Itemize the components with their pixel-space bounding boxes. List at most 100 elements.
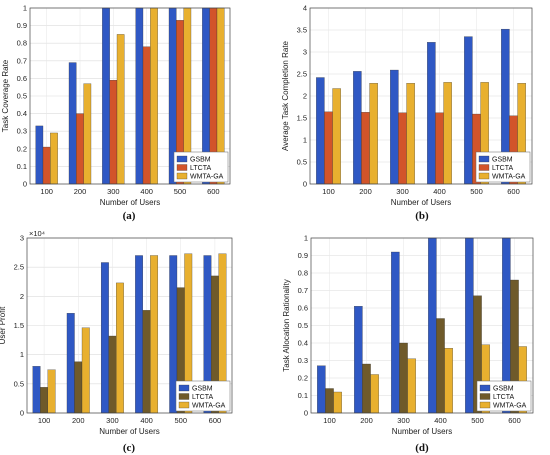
x-axis-label: Number of Users (391, 198, 451, 207)
bar-wmta-ga-300 (116, 282, 124, 414)
y-tick-label: 1.5 (297, 114, 307, 123)
y-tick-label: 0.2 (298, 374, 308, 383)
y-tick-label: 0.9 (298, 251, 308, 260)
y-tick-label: 0.1 (17, 162, 27, 171)
bar-ltcta-300 (109, 80, 118, 185)
y-tick-label: 0.6 (17, 74, 27, 83)
chart-panel-3: 0 0.5 1 1.5 2 2.5 3 100 200 300 400 500 600 ×10⁴ Numbe… (0, 229, 233, 454)
y-tick-label: 0.4 (298, 339, 308, 348)
bar-ltcta-400 (142, 46, 151, 185)
y-tick-label: 2 (20, 292, 24, 301)
y-tick-label: 0.8 (298, 269, 308, 278)
bar-gsbm-300 (391, 251, 400, 414)
x-tick-label: 100 (322, 187, 335, 196)
x-tick-label: 500 (174, 187, 187, 196)
x-tick-label: 400 (433, 187, 446, 196)
bar-gsbm-300 (390, 69, 399, 185)
legend-label: LTCTA (492, 165, 513, 172)
legend-swatch (478, 155, 490, 163)
bar-ltcta-100 (40, 387, 48, 414)
legend-swatch (176, 172, 188, 180)
chart-panel-1: 0 0.1 0.2 0.3 0.4 0.5 0.6 0.7 0.8 0.9 1 100 200 300 40… (1, 4, 231, 222)
bar-wmta-ga-400 (443, 82, 452, 185)
bar-ltcta-200 (361, 112, 370, 185)
bar-wmta-ga-200 (81, 327, 90, 414)
x-tick-label: 300 (396, 187, 409, 196)
bar-ltcta-100 (325, 388, 334, 414)
y-tick-label: 0 (304, 409, 308, 418)
bar-wmta-ga-400 (150, 255, 159, 414)
bar-gsbm-500 (465, 237, 474, 414)
chart-panel-2: 0 0.5 1 1.5 2 2.5 3 3.5 4 100 200 300 400 500 600 Numbe… (281, 4, 533, 222)
x-tick-label: 500 (174, 416, 187, 425)
legend-label: WMTA-GA (192, 403, 226, 410)
bar-wmta-ga-300 (406, 83, 415, 185)
y-tick-label: 1 (23, 4, 27, 13)
x-tick-label: 200 (74, 187, 87, 196)
y-tick-label: 0 (303, 180, 307, 189)
y-axis-label: Task Allocation Rationality (282, 279, 291, 372)
legend-swatch (176, 155, 188, 163)
y-tick-label: 3 (303, 48, 307, 57)
legend-label: GSBM (493, 386, 514, 393)
y-tick-label: 0.7 (298, 286, 308, 295)
y-tick-label: 3.5 (297, 26, 307, 35)
y-tick-label: 0.3 (17, 127, 27, 136)
y-tick-label: 1 (303, 136, 307, 145)
bar-ltcta-400 (435, 112, 444, 185)
axes-frame (29, 7, 231, 185)
x-tick-label: 600 (508, 416, 521, 425)
y-axis-label: Task Coverage Rate (1, 59, 10, 132)
legend-swatch (178, 401, 190, 409)
x-tick-label: 200 (359, 187, 372, 196)
bar-ltcta-100 (324, 111, 333, 185)
y-tick-label: 1 (304, 234, 308, 243)
bar-gsbm-200 (354, 306, 363, 414)
axis-exponent: ×10⁴ (29, 229, 45, 238)
legend-swatch (479, 393, 491, 400)
bar-gsbm-300 (100, 262, 109, 414)
bar-gsbm-100 (317, 365, 326, 414)
x-tick-label: 400 (140, 187, 153, 196)
bar-ltcta-300 (398, 112, 407, 185)
x-tick-label: 300 (106, 416, 119, 425)
y-tick-label: 0 (23, 180, 27, 189)
y-tick-label: 2 (303, 92, 307, 101)
y-tick-label: 0.5 (298, 321, 308, 330)
x-tick-label: 100 (323, 416, 336, 425)
legend-label: WMTA-GA (492, 174, 526, 181)
legend-label: WMTA-GA (493, 403, 527, 410)
bar-wmta-ga-100 (333, 391, 342, 414)
bar-wmta-ga-200 (369, 83, 378, 185)
legend-label: LTCTA (493, 394, 514, 401)
bar-wmta-ga-100 (50, 132, 58, 185)
bar-gsbm-500 (464, 36, 473, 185)
x-tick-label: 200 (72, 416, 85, 425)
x-tick-label: 300 (397, 416, 410, 425)
bar-gsbm-300 (102, 7, 110, 185)
legend-label: WMTA-GA (190, 174, 224, 181)
x-tick-label: 300 (107, 187, 120, 196)
y-tick-label: 1 (20, 350, 24, 359)
bar-gsbm-100 (316, 77, 325, 185)
y-tick-label: 0.9 (17, 21, 27, 30)
x-tick-label: 100 (38, 416, 51, 425)
legend-label: LTCTA (190, 165, 211, 172)
y-axis-label: User Profit (0, 306, 7, 345)
x-tick-label: 400 (434, 416, 447, 425)
bar-ltcta-400 (436, 318, 445, 414)
bar-gsbm-100 (32, 366, 41, 414)
bar-wmta-ga-400 (444, 348, 453, 414)
y-tick-label: 2.5 (14, 263, 24, 272)
panel-caption: (a) (123, 210, 136, 222)
axes-frame (26, 237, 233, 414)
x-tick-label: 600 (507, 187, 520, 196)
x-axis-label: Number of Users (100, 198, 160, 207)
x-tick-label: 600 (207, 187, 220, 196)
bar-gsbm-100 (35, 125, 44, 185)
legend-swatch (478, 164, 490, 171)
bar-wmta-ga-300 (407, 358, 416, 414)
x-tick-label: 600 (209, 416, 222, 425)
chart-panel-4: 0 0.1 0.2 0.3 0.4 0.5 0.6 0.7 0.8 0.9 1 100 200 300 40… (282, 234, 534, 454)
